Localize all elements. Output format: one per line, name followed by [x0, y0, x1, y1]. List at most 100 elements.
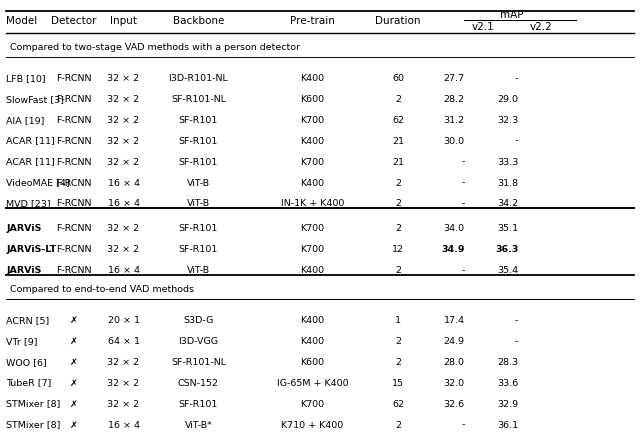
Text: v2.1: v2.1 [472, 22, 495, 32]
Text: ViT-B*: ViT-B* [184, 420, 212, 429]
Text: 28.3: 28.3 [497, 358, 518, 367]
Text: 32 × 2: 32 × 2 [108, 378, 140, 388]
Text: F-RCNN: F-RCNN [56, 74, 92, 83]
Text: 16 × 4: 16 × 4 [108, 178, 140, 187]
Text: Compared to two-stage VAD methods with a person detector: Compared to two-stage VAD methods with a… [10, 43, 300, 52]
Text: TubeR [7]: TubeR [7] [6, 378, 52, 388]
Text: ACRN [5]: ACRN [5] [6, 316, 50, 325]
Text: SF-R101-NL: SF-R101-NL [171, 95, 226, 104]
Text: 32 × 2: 32 × 2 [108, 224, 140, 233]
Text: SF-R101: SF-R101 [179, 400, 218, 409]
Text: Backbone: Backbone [173, 16, 224, 26]
Text: v2.2: v2.2 [529, 22, 552, 32]
Text: K600: K600 [300, 95, 324, 104]
Text: 33.3: 33.3 [497, 158, 518, 167]
Text: K400: K400 [300, 178, 324, 187]
Text: Input: Input [110, 16, 137, 26]
Text: 60: 60 [392, 74, 404, 83]
Text: 21: 21 [392, 137, 404, 146]
Text: JARViS: JARViS [6, 266, 42, 275]
Text: K400: K400 [300, 74, 324, 83]
Text: SF-R101: SF-R101 [179, 245, 218, 254]
Text: 32.0: 32.0 [444, 378, 465, 388]
Text: F-RCNN: F-RCNN [56, 95, 92, 104]
Text: Duration: Duration [375, 16, 421, 26]
Text: 27.7: 27.7 [444, 74, 465, 83]
Text: 2: 2 [395, 266, 401, 275]
Text: -: - [515, 74, 518, 83]
Text: 32 × 2: 32 × 2 [108, 95, 140, 104]
Text: 32 × 2: 32 × 2 [108, 245, 140, 254]
Text: VTr [9]: VTr [9] [6, 337, 38, 346]
Text: F-RCNN: F-RCNN [56, 137, 92, 146]
Text: K700: K700 [300, 224, 324, 233]
Text: -: - [515, 337, 518, 346]
Text: ACAR [11]: ACAR [11] [6, 158, 55, 167]
Text: JARViS: JARViS [6, 224, 42, 233]
Text: ViT-B: ViT-B [187, 266, 210, 275]
Text: LFB [10]: LFB [10] [6, 74, 46, 83]
Text: 32 × 2: 32 × 2 [108, 74, 140, 83]
Text: K700: K700 [300, 158, 324, 167]
Text: STMixer [8]: STMixer [8] [6, 420, 61, 429]
Text: K400: K400 [300, 137, 324, 146]
Text: JARViS-LT: JARViS-LT [6, 245, 57, 254]
Text: I3D-R101-NL: I3D-R101-NL [168, 74, 228, 83]
Text: SF-R101: SF-R101 [179, 116, 218, 125]
Text: IG-65M + K400: IG-65M + K400 [276, 378, 348, 388]
Text: 32 × 2: 32 × 2 [108, 158, 140, 167]
Text: 15: 15 [392, 378, 404, 388]
Text: F-RCNN: F-RCNN [56, 116, 92, 125]
Text: ✗: ✗ [70, 337, 77, 346]
Text: 24.9: 24.9 [444, 337, 465, 346]
Text: 31.2: 31.2 [444, 116, 465, 125]
Text: K400: K400 [300, 316, 324, 325]
Text: 28.0: 28.0 [444, 358, 465, 367]
Text: ViT-B: ViT-B [187, 178, 210, 187]
Text: -: - [461, 158, 465, 167]
Text: STMixer [8]: STMixer [8] [6, 400, 61, 409]
Text: K400: K400 [300, 337, 324, 346]
Text: 32 × 2: 32 × 2 [108, 137, 140, 146]
Text: 29.0: 29.0 [497, 95, 518, 104]
Text: K700: K700 [300, 400, 324, 409]
Text: ✗: ✗ [70, 316, 77, 325]
Text: 31.8: 31.8 [497, 178, 518, 187]
Text: F-RCNN: F-RCNN [56, 200, 92, 209]
Text: K700: K700 [300, 245, 324, 254]
Text: 64 × 1: 64 × 1 [108, 337, 140, 346]
Text: 33.6: 33.6 [497, 378, 518, 388]
Text: 2: 2 [395, 224, 401, 233]
Text: 2: 2 [395, 358, 401, 367]
Text: Compared to end-to-end VAD methods: Compared to end-to-end VAD methods [10, 286, 193, 294]
Text: 16 × 4: 16 × 4 [108, 420, 140, 429]
Text: ✗: ✗ [70, 400, 77, 409]
Text: -: - [515, 316, 518, 325]
Text: 12: 12 [392, 245, 404, 254]
Text: 32.6: 32.6 [444, 400, 465, 409]
Text: ViT-B: ViT-B [187, 200, 210, 209]
Text: K700: K700 [300, 116, 324, 125]
Text: -: - [461, 266, 465, 275]
Text: 2: 2 [395, 200, 401, 209]
Text: 32 × 2: 32 × 2 [108, 358, 140, 367]
Text: Pre-train: Pre-train [290, 16, 335, 26]
Text: F-RCNN: F-RCNN [56, 266, 92, 275]
Text: -: - [461, 178, 465, 187]
Text: -: - [461, 420, 465, 429]
Text: SF-R101-NL: SF-R101-NL [171, 358, 226, 367]
Text: F-RCNN: F-RCNN [56, 158, 92, 167]
Text: 2: 2 [395, 95, 401, 104]
Text: -: - [461, 200, 465, 209]
Text: K400: K400 [300, 266, 324, 275]
Text: ✗: ✗ [70, 420, 77, 429]
Text: 2: 2 [395, 337, 401, 346]
Text: 32.9: 32.9 [497, 400, 518, 409]
Text: 21: 21 [392, 158, 404, 167]
Text: VideoMAE [4]: VideoMAE [4] [6, 178, 70, 187]
Text: F-RCNN: F-RCNN [56, 178, 92, 187]
Text: F-RCNN: F-RCNN [56, 245, 92, 254]
Text: 1: 1 [395, 316, 401, 325]
Text: mAP: mAP [500, 10, 524, 20]
Text: SF-R101: SF-R101 [179, 224, 218, 233]
